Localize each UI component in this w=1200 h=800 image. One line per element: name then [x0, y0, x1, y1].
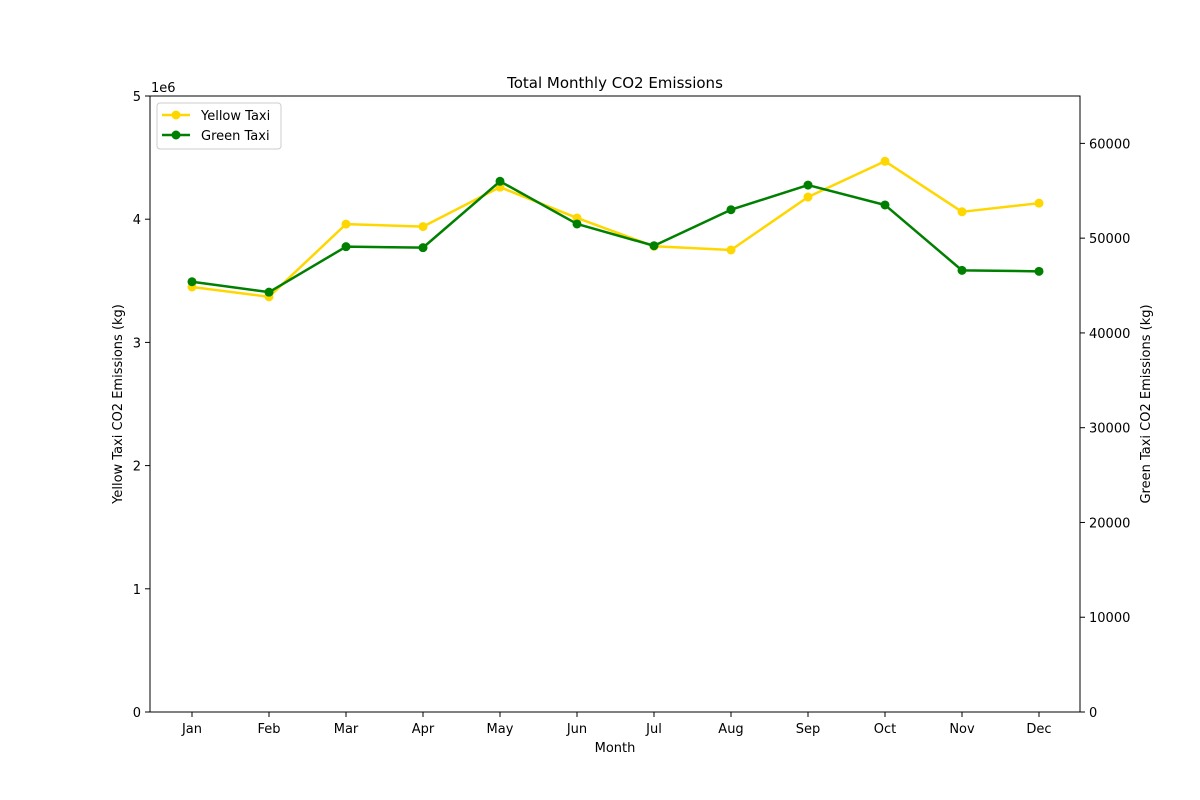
right-y-tick-label: 30000	[1089, 422, 1130, 437]
data-point-yellow-taxi	[803, 192, 813, 202]
x-tick-label: Sep	[796, 722, 821, 737]
x-tick-label: May	[487, 722, 514, 737]
data-point-yellow-taxi	[880, 156, 890, 166]
series-line-yellow-taxi	[191, 160, 1040, 299]
right-y-tick-label: 10000	[1089, 611, 1130, 626]
legend-marker-yellow-taxi	[171, 110, 181, 120]
left-y-tick-label: 0	[133, 706, 141, 721]
x-tick-label: Mar	[334, 722, 359, 737]
right-y-axis: 0 10000 20000 30000 40000 50000 60000	[1080, 137, 1130, 721]
left-y-tick-label: 2	[133, 460, 141, 475]
plot-frame	[149, 95, 1081, 713]
data-point-yellow-taxi	[726, 245, 736, 255]
left-y-axis: 0 1 2 3 4 5	[133, 90, 150, 721]
data-point-green-taxi	[880, 200, 890, 210]
data-point-green-taxi	[264, 287, 274, 297]
x-tick-label: Aug	[718, 722, 743, 737]
right-y-tick-label: 50000	[1089, 232, 1130, 247]
x-tick-label: Feb	[257, 722, 280, 737]
data-point-yellow-taxi	[341, 219, 351, 229]
x-tick-label: Oct	[874, 722, 896, 737]
legend-label-yellow-taxi: Yellow Taxi	[200, 109, 270, 124]
left-axis-offset-label: 1e6	[151, 81, 176, 96]
series-layer	[187, 156, 1044, 302]
data-point-green-taxi	[726, 205, 736, 215]
chart-title: Total Monthly CO2 Emissions	[506, 74, 723, 92]
x-tick-label: Jul	[645, 722, 662, 737]
data-point-green-taxi	[572, 219, 582, 229]
left-y-tick-label: 3	[133, 336, 141, 351]
right-y-tick-label: 20000	[1089, 516, 1130, 531]
x-tick-label: Apr	[412, 722, 435, 737]
x-tick-label: Jan	[181, 722, 202, 737]
right-y-tick-label: 40000	[1089, 327, 1130, 342]
legend: Yellow Taxi Green Taxi	[156, 102, 282, 150]
legend-marker-green-taxi	[171, 130, 181, 140]
data-point-green-taxi	[418, 243, 428, 253]
x-axis-label: Month	[595, 741, 636, 756]
x-tick-label: Jun	[566, 722, 587, 737]
data-point-yellow-taxi	[957, 207, 967, 217]
series-line-green-taxi	[191, 180, 1040, 294]
left-y-tick-label: 1	[133, 583, 141, 598]
left-y-tick-label: 5	[133, 90, 141, 105]
data-point-yellow-taxi	[1034, 198, 1044, 208]
left-y-tick-label: 4	[133, 213, 141, 228]
x-axis: Jan Feb Mar Apr May Jun Jul Aug Sep Oct Nov Dec	[181, 712, 1052, 737]
legend-label-green-taxi: Green Taxi	[201, 129, 270, 144]
data-point-yellow-taxi	[418, 222, 428, 232]
data-point-green-taxi	[803, 180, 813, 190]
data-point-green-taxi	[957, 265, 967, 275]
right-y-axis-label: Green Taxi CO2 Emissions (kg)	[1139, 304, 1154, 503]
data-point-green-taxi	[1034, 266, 1044, 276]
x-tick-label: Nov	[949, 722, 975, 737]
data-point-green-taxi	[187, 277, 197, 287]
x-tick-label: Dec	[1026, 722, 1051, 737]
data-point-green-taxi	[341, 242, 351, 252]
right-y-tick-label: 60000	[1089, 137, 1130, 152]
right-y-tick-label: 0	[1089, 706, 1097, 721]
data-point-green-taxi	[649, 241, 659, 251]
data-point-green-taxi	[495, 176, 505, 186]
left-y-axis-label: Yellow Taxi CO2 Emissions (kg)	[111, 304, 126, 505]
